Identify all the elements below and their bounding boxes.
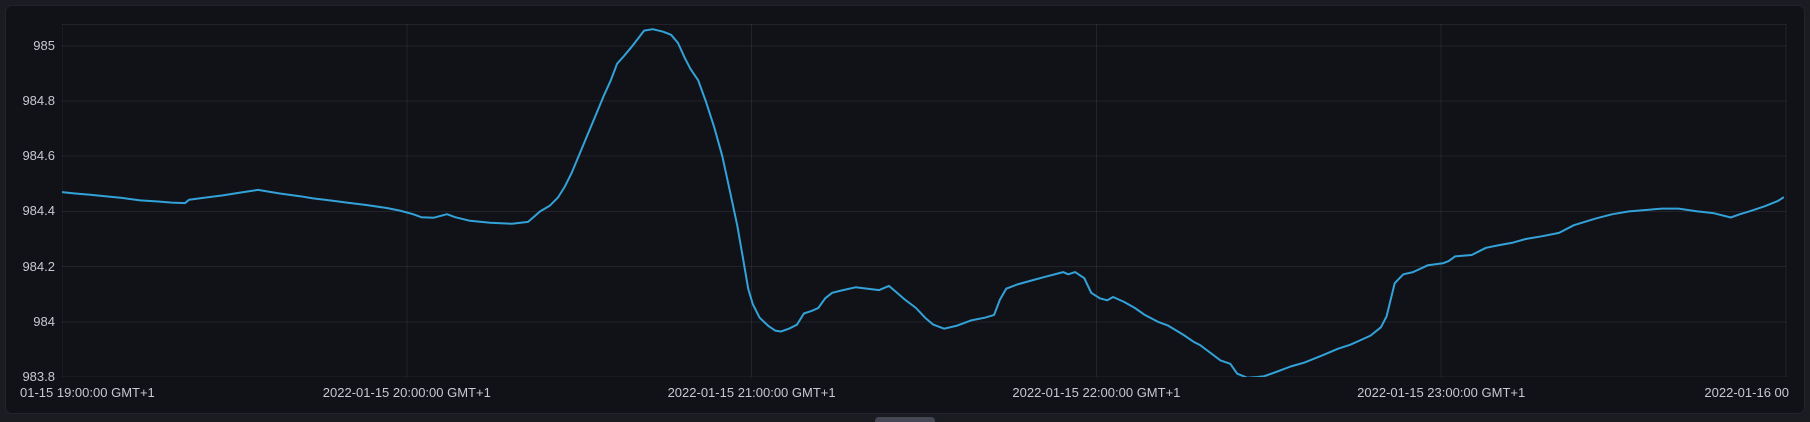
x-axis-tick-label: 2022-01-15 20:00:00 GMT+1 (322, 385, 491, 400)
y-axis-tick-label: 985 (33, 37, 55, 53)
y-axis-tick-label: 984.4 (22, 203, 55, 219)
chart-panel (5, 5, 1805, 414)
grid-lines (62, 24, 1787, 377)
x-axis-tick-label: 01-15 19:00:00 GMT+1 (20, 385, 155, 400)
horizontal-scrollbar-thumb[interactable] (875, 417, 935, 422)
x-axis-tick-label: 2022-01-15 21:00:00 GMT+1 (667, 385, 836, 400)
x-axis-tick-label: 2022-01-15 23:00:00 GMT+1 (1357, 385, 1526, 400)
pressure-line-series (62, 28, 1785, 377)
time-series-plot[interactable] (62, 24, 1787, 377)
x-axis-tick-label: 2022-01-16 00 (1704, 385, 1789, 400)
y-axis-tick-label: 984.2 (22, 258, 55, 274)
x-axis-tick-label: 2022-01-15 22:00:00 GMT+1 (1012, 385, 1181, 400)
y-axis-tick-label: 984.6 (22, 148, 55, 164)
y-axis-tick-label: 984 (33, 313, 55, 329)
y-axis-tick-label: 983.8 (22, 369, 55, 384)
y-axis-tick-label: 984.8 (22, 93, 55, 108)
